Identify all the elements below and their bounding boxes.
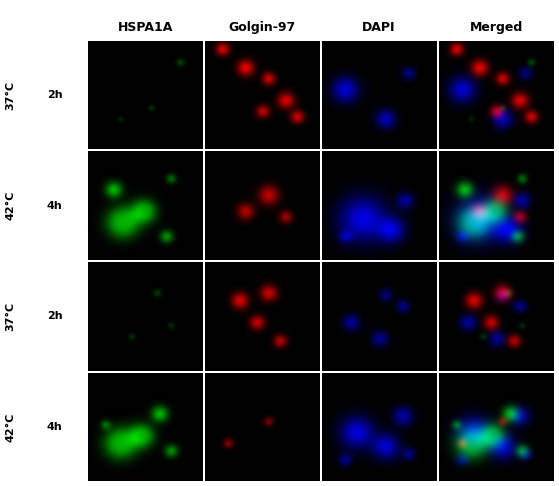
Text: 2h: 2h [47,90,63,100]
Text: DAPI: DAPI [362,21,396,34]
Text: Merged: Merged [470,21,523,34]
Text: 2h: 2h [47,311,63,321]
Text: HSPA1A: HSPA1A [117,21,173,34]
Text: 4h: 4h [47,201,63,211]
Text: Golgin-97: Golgin-97 [229,21,296,34]
Text: 42°C: 42°C [5,191,15,220]
Text: 4h: 4h [47,422,63,432]
Text: 37°C: 37°C [5,302,15,331]
Text: 42°C: 42°C [5,412,15,441]
Text: 37°C: 37°C [5,81,15,110]
